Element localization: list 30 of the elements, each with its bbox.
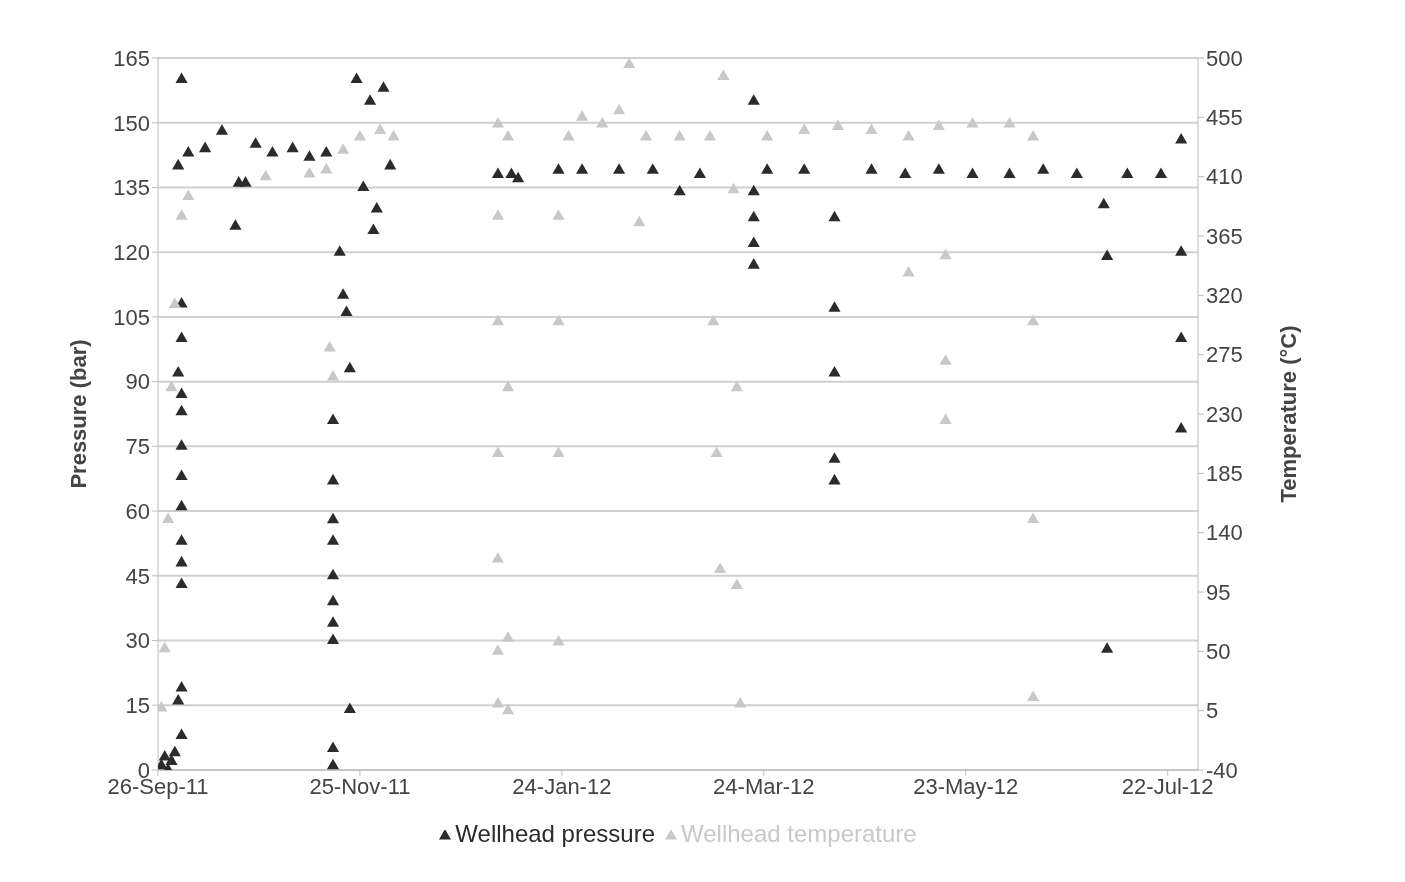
y-tick-label: 60 [125, 498, 150, 524]
y2-tick-label: 500 [1206, 45, 1243, 71]
x-tick-label: 24-Jan-12 [512, 773, 612, 799]
y-tick-label: 120 [113, 239, 150, 265]
y-tick-label: 135 [113, 175, 150, 201]
y-tick-label: 30 [125, 628, 150, 654]
y2-tick-label: 95 [1206, 579, 1231, 605]
y2-tick-label: 140 [1206, 520, 1243, 546]
x-tick-label: 24-Mar-12 [713, 773, 815, 799]
x-tick-label: 23-May-12 [913, 773, 1019, 799]
y2-tick-label: 50 [1206, 639, 1231, 665]
legend-label: Wellhead pressure [455, 820, 655, 847]
y-tick-label: 75 [125, 434, 150, 460]
y-tick-label: 90 [125, 369, 150, 395]
y-tick-label: 105 [113, 304, 150, 330]
y-tick-label: 165 [113, 45, 150, 71]
y-tick-label: 45 [125, 563, 150, 589]
y2-tick-label: 275 [1206, 342, 1243, 368]
y-tick-label: 15 [125, 693, 150, 719]
y2-tick-label: 455 [1206, 105, 1243, 131]
y2-tick-label: 5 [1206, 698, 1219, 724]
y2-tick-label: 230 [1206, 401, 1243, 427]
y2-tick-label: 320 [1206, 283, 1243, 309]
y2-tick-label: 185 [1206, 461, 1243, 487]
y2-tick-label: 365 [1206, 223, 1243, 249]
y2-axis-title: Temperature (°C) [1275, 325, 1301, 503]
y-axis-title: Pressure (bar) [65, 339, 91, 489]
x-tick-label: 25-Nov-11 [309, 773, 411, 799]
y2-tick-label: 410 [1206, 164, 1243, 190]
y-tick-label: 150 [113, 110, 150, 136]
